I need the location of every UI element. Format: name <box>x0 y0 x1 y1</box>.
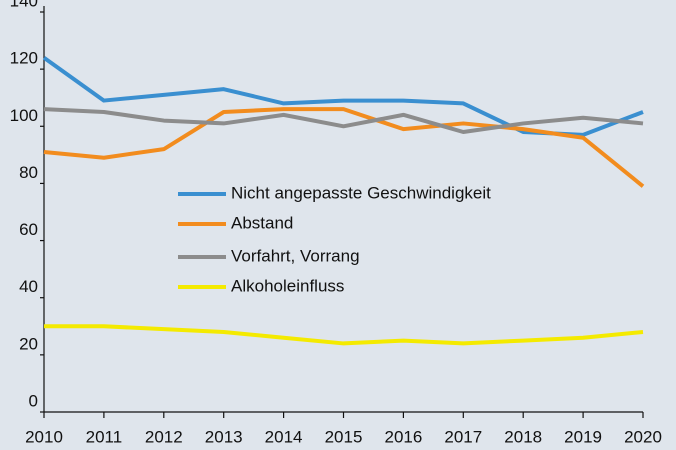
y-tick-label: 80 <box>19 163 38 182</box>
y-tick-label: 20 <box>19 334 38 353</box>
legend-label: Abstand <box>231 213 293 232</box>
legend-label: Nicht angepasste Geschwindigkeit <box>231 183 491 202</box>
y-tick-label: 40 <box>19 277 38 296</box>
series-line <box>43 107 644 134</box>
y-tick-label: 120 <box>10 49 38 68</box>
y-tick-label: 60 <box>19 220 38 239</box>
x-tick-label: 2014 <box>265 427 303 446</box>
x-tick-label: 2016 <box>384 427 422 446</box>
x-tick-label: 2012 <box>145 427 183 446</box>
legend-label: Vorfahrt, Vorrang <box>231 246 360 265</box>
x-tick-label: 2018 <box>504 427 542 446</box>
x-tick-label: 2015 <box>325 427 363 446</box>
x-tick-label: 2013 <box>205 427 243 446</box>
x-tick-label: 2011 <box>86 427 123 446</box>
series-line <box>43 107 645 188</box>
y-tick-label: 100 <box>10 106 38 125</box>
y-tick-label: 0 <box>29 391 38 410</box>
series-line <box>42 56 644 137</box>
x-tick-label: 2020 <box>624 427 662 446</box>
y-tick-label: 140 <box>10 0 38 10</box>
x-tick-label: 2017 <box>444 427 482 446</box>
legend-label: Alkoholeinfluss <box>231 276 344 295</box>
x-tick-label: 2019 <box>564 427 602 446</box>
series-line <box>44 324 644 346</box>
x-tick-label: 2010 <box>25 427 63 446</box>
